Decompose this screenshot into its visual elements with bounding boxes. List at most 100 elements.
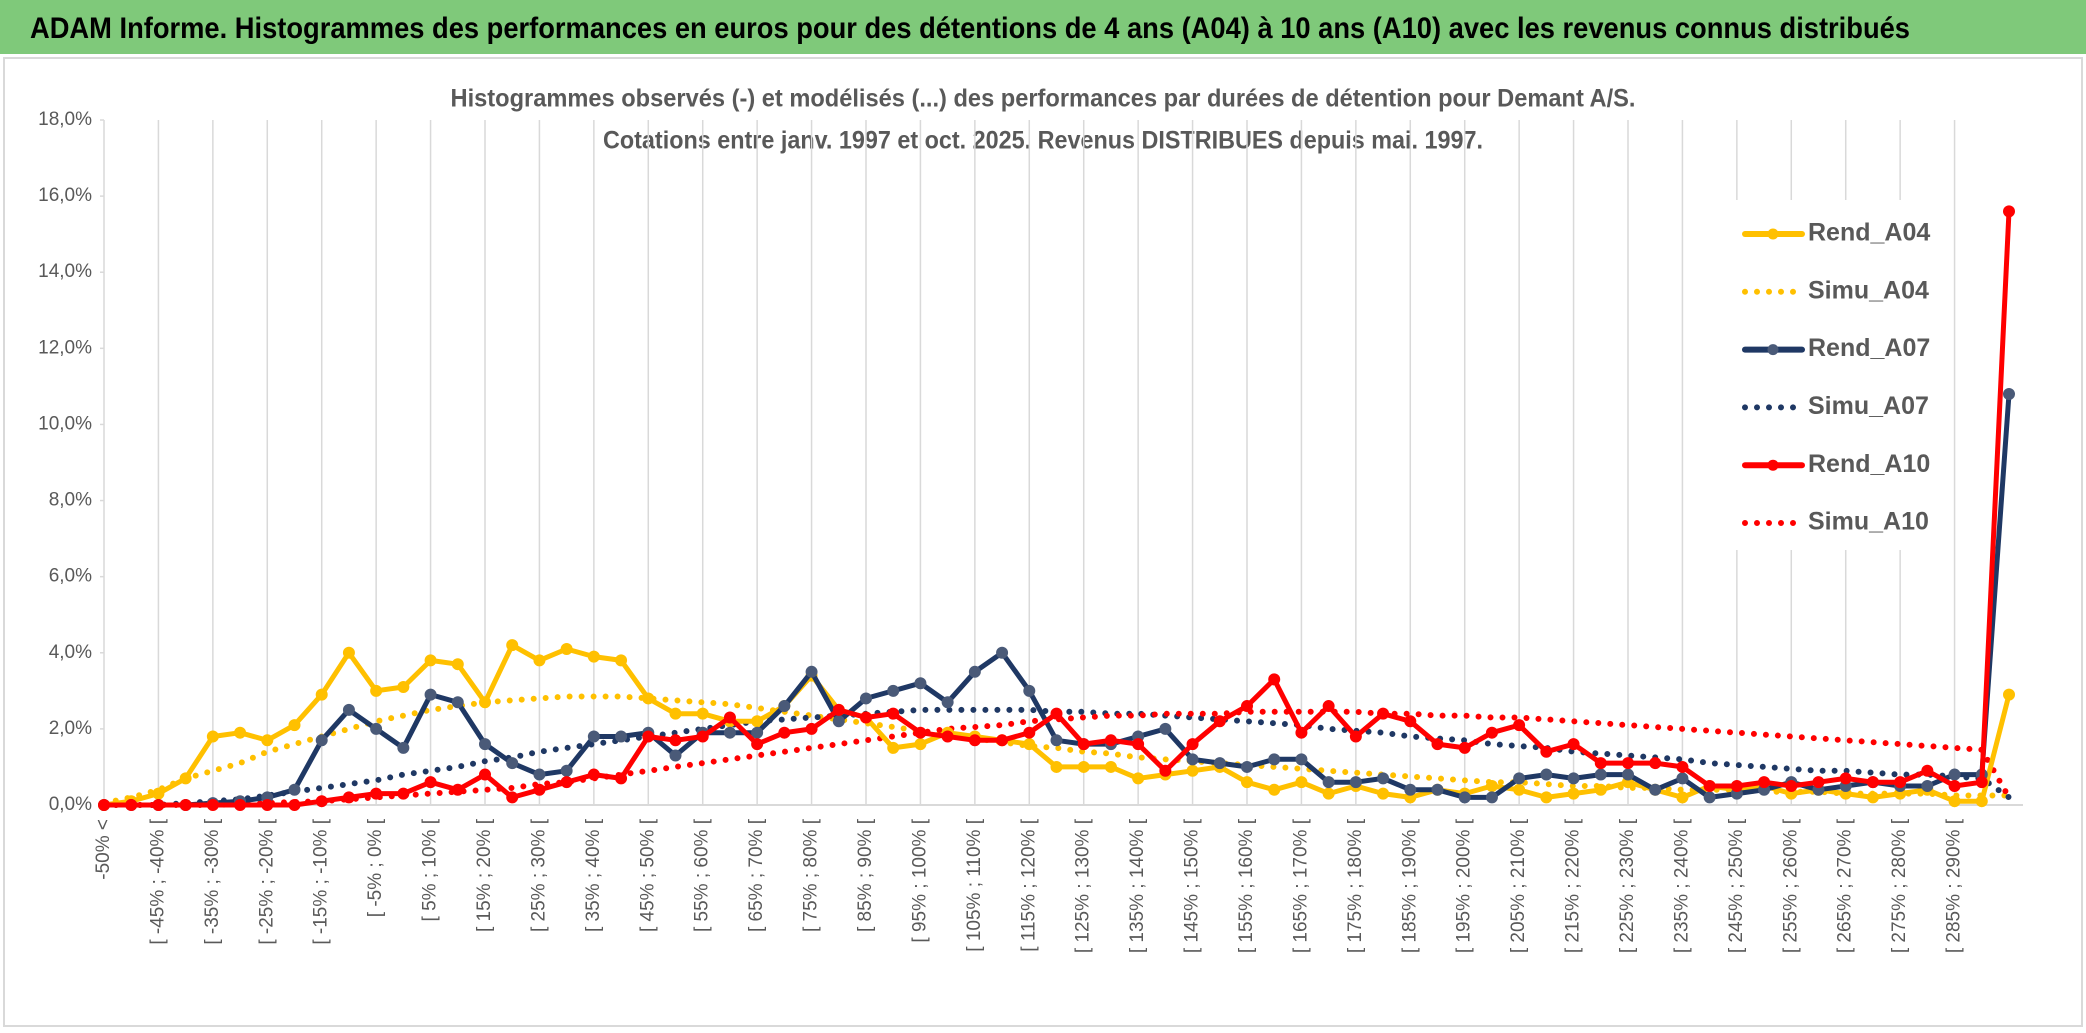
point	[1023, 726, 1036, 739]
point	[1295, 726, 1308, 739]
x-tick-label: [ 215% ; 220% [	[1563, 818, 1584, 953]
point	[832, 715, 845, 728]
point	[1513, 772, 1526, 785]
point	[424, 688, 437, 701]
point	[914, 726, 927, 739]
point	[1104, 760, 1117, 773]
point	[1023, 738, 1036, 751]
point	[125, 799, 138, 811]
point	[1622, 757, 1634, 770]
point	[615, 772, 628, 785]
point	[98, 799, 110, 811]
x-tick-label: [ 25% ; 30% [	[528, 818, 549, 932]
point	[1676, 772, 1689, 785]
point	[206, 730, 219, 743]
point	[479, 738, 491, 751]
point	[1594, 768, 1607, 781]
legend-label: Rend_A10	[1808, 450, 1930, 478]
point	[342, 703, 355, 716]
point	[261, 799, 274, 811]
point	[778, 726, 791, 739]
point	[506, 757, 519, 770]
legend-label: Rend_A07	[1808, 334, 1930, 362]
legend-label: Simu_A07	[1808, 392, 1929, 420]
point	[342, 791, 355, 804]
point	[587, 768, 600, 781]
point	[506, 791, 519, 804]
x-tick-label: [ 115% ; 120% [	[1018, 818, 1039, 951]
point	[587, 730, 600, 743]
point	[560, 642, 573, 655]
legend: Rend_A04 Simu_A04 Rend_A07 Simu_A07 Rend_A10…	[1722, 200, 1930, 550]
x-tick-label: [ 165% ; 170% [	[1290, 818, 1311, 953]
point	[234, 799, 247, 811]
point	[642, 730, 655, 743]
point	[1703, 791, 1716, 804]
point	[805, 665, 818, 678]
point	[1241, 776, 1253, 789]
x-tick-label: [ 245% ; 250% [	[1726, 818, 1747, 953]
chart-frame	[3, 57, 2083, 1027]
point	[1567, 738, 1580, 751]
point	[1159, 764, 1172, 777]
point	[234, 726, 247, 739]
point	[1703, 779, 1716, 792]
point	[1485, 791, 1498, 804]
point	[1540, 791, 1553, 804]
point	[887, 707, 900, 720]
point	[1377, 787, 1390, 800]
point	[315, 734, 328, 747]
point	[1377, 772, 1390, 785]
point	[506, 639, 519, 652]
x-tick-label: [ 205% ; 210% [	[1508, 818, 1529, 953]
x-tick-label: [ 35% ; 40% [	[583, 818, 604, 932]
point	[479, 768, 491, 781]
point	[451, 658, 464, 671]
point	[1431, 738, 1444, 751]
point	[1948, 768, 1961, 781]
y-tick-label: 10,0%	[38, 413, 92, 434]
x-tick-label: [ 5% ; 10% [	[420, 818, 441, 921]
point	[1213, 757, 1226, 770]
point	[587, 650, 600, 663]
point	[1077, 738, 1090, 751]
point	[1567, 772, 1580, 785]
point	[1894, 776, 1907, 789]
point	[1948, 779, 1961, 792]
point	[1839, 772, 1852, 785]
x-tick-label: [ 225% ; 230% [	[1617, 818, 1638, 953]
point	[1322, 776, 1335, 789]
x-tick-label: [ 95% ; 100% [	[909, 818, 930, 942]
point	[1404, 783, 1417, 796]
point	[1567, 787, 1580, 800]
point	[1921, 764, 1934, 777]
point	[860, 692, 872, 705]
x-tick-label: [ -45% ; -40% [	[147, 818, 168, 944]
point	[1159, 722, 1172, 735]
point	[397, 741, 410, 754]
point	[1050, 707, 1063, 720]
x-tick-label: [ 55% ; 60% [	[692, 818, 713, 932]
point	[479, 696, 491, 709]
point	[451, 696, 464, 709]
point	[179, 799, 192, 811]
point	[1812, 776, 1825, 789]
point	[315, 795, 328, 808]
point	[751, 726, 764, 739]
point	[1349, 776, 1362, 789]
point	[533, 783, 546, 796]
point	[1485, 726, 1498, 739]
point	[1513, 783, 1526, 796]
point	[451, 783, 464, 796]
legend-marker	[1767, 459, 1779, 471]
point	[342, 646, 355, 659]
point	[1485, 779, 1498, 792]
x-tick-label: [ 285% ; 290% [	[1944, 818, 1965, 953]
legend-label: Simu_A04	[1808, 276, 1929, 304]
y-tick-label: 16,0%	[38, 185, 92, 206]
y-tick-label: 2,0%	[49, 718, 92, 739]
x-tick-label: [ 105% ; 110% [	[964, 818, 985, 951]
point	[887, 684, 900, 697]
point	[152, 787, 165, 800]
point	[1404, 715, 1417, 728]
